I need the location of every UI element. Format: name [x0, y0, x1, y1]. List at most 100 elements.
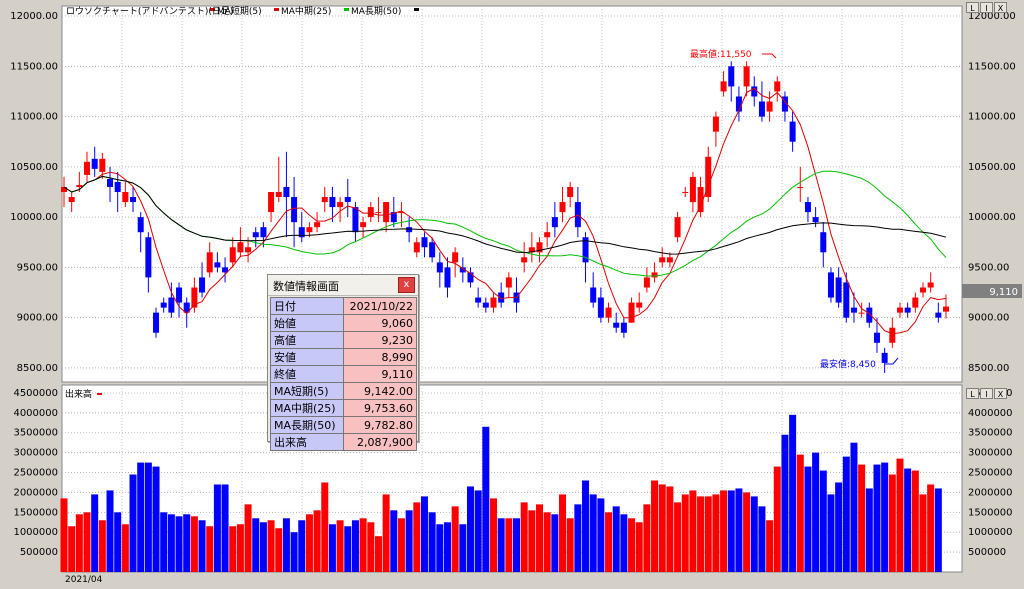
volume-window-button-l[interactable]: L	[966, 388, 979, 399]
candle-body	[490, 297, 497, 308]
volume-bar	[106, 490, 114, 572]
info-row-label: 出来高	[270, 433, 344, 451]
volume-bar	[681, 494, 689, 572]
volume-bar	[313, 510, 321, 572]
volume-bar	[574, 504, 582, 572]
candle-body	[896, 307, 903, 313]
volume-bar	[267, 520, 275, 572]
volume-bar	[796, 454, 804, 572]
volume-bar	[727, 490, 735, 572]
price-axis: 12000.00 12000.00 11500.00 11500.00 11000.00…	[10, 11, 1015, 374]
volume-bar	[60, 498, 68, 572]
candle-body	[114, 181, 121, 192]
candle-body	[107, 178, 114, 187]
info-panel-titlebar[interactable]: 数値情報画面 x	[268, 275, 418, 296]
volume-bar	[881, 462, 889, 572]
candle-body	[850, 307, 857, 313]
price-tick-left: 10000.00	[10, 212, 58, 223]
volume-bar	[559, 494, 567, 572]
low-arrow	[885, 357, 899, 365]
info-row: 出来高 2,087,900	[270, 433, 417, 451]
volume-bar	[68, 526, 76, 572]
volume-bar	[382, 494, 390, 572]
volume-bar	[827, 494, 835, 572]
high-annotation: 最高値:11,550	[690, 48, 752, 60]
candle-body	[812, 217, 819, 223]
info-row: 終値 9,110	[270, 365, 417, 383]
info-row-value: 9,230	[343, 331, 417, 349]
info-row: 始値 9,060	[270, 314, 417, 332]
window-button-l[interactable]: L	[966, 2, 979, 13]
volume-bar	[259, 522, 267, 572]
window-button-i[interactable]: I	[980, 2, 993, 13]
volume-bar	[842, 456, 850, 572]
candle-body	[720, 81, 727, 92]
volume-window-button-x[interactable]: X	[994, 388, 1007, 399]
volume-bar	[605, 512, 613, 572]
candle-body	[912, 297, 919, 308]
candle-body	[91, 158, 98, 169]
candle-body	[866, 307, 873, 323]
volume-bar	[551, 514, 559, 572]
candle-body	[820, 232, 827, 253]
volume-bar	[712, 494, 720, 572]
volume-window-button-i[interactable]: I	[980, 388, 993, 399]
candle-body	[383, 202, 390, 223]
volume-bar	[888, 474, 896, 572]
chart-title: ロウソクチャート(アドバンテスト)(日足)	[66, 6, 233, 17]
volume-bar	[183, 514, 191, 572]
volume-bar	[405, 510, 413, 572]
candle-body	[797, 186, 804, 188]
info-row-value: 9,753.60	[343, 399, 417, 417]
window-button-x[interactable]: X	[994, 2, 1007, 13]
candle-body	[222, 267, 229, 273]
volume-bar	[443, 522, 451, 572]
candle-body	[191, 287, 198, 308]
info-row-label: 終値	[270, 365, 344, 383]
price-tick-left: 12000.00	[10, 11, 58, 22]
price-tick-right: 8500.00	[968, 363, 1009, 374]
price-plot-area	[61, 5, 963, 383]
volume-bar	[658, 484, 666, 572]
price-tick-left: 9000.00	[17, 313, 58, 324]
candle-body	[367, 207, 374, 218]
info-row-label: 日付	[270, 297, 344, 315]
volume-bars	[60, 414, 942, 572]
candle-body	[873, 332, 880, 343]
volume-tick-right: 1000000	[968, 527, 1013, 538]
volume-bar	[436, 524, 444, 572]
volume-bar	[927, 484, 935, 572]
candle-body	[360, 222, 367, 228]
volume-bar	[612, 506, 620, 572]
candle-body	[544, 232, 551, 238]
volume-bar	[213, 484, 221, 572]
legend-label: MA長期(50)	[351, 6, 401, 17]
volume-tick-right: 500000	[968, 547, 1006, 558]
price-tick-right: 9000.00	[968, 313, 1009, 324]
volume-bar	[91, 494, 99, 572]
candle-body	[153, 312, 160, 333]
info-row: MA中期(25) 9,753.60	[270, 399, 417, 417]
candle-body	[76, 184, 83, 187]
candle-body	[421, 237, 428, 248]
volume-bar	[459, 524, 467, 572]
volume-bar	[781, 434, 789, 572]
volume-bar	[489, 498, 497, 572]
price-tick-right: 11000.00	[968, 112, 1016, 123]
volume-bar	[536, 504, 544, 572]
candle-body	[467, 272, 474, 283]
info-row-label: MA長期(50)	[270, 416, 344, 434]
volume-bar	[428, 512, 436, 572]
info-panel[interactable]: 数値情報画面 x 日付 2021/10/22 始値 9,060 高値 9,230 安値 8,9…	[267, 274, 419, 451]
volume-bar	[666, 486, 674, 572]
volume-bar	[674, 502, 682, 572]
info-row: MA長期(50) 9,782.80	[270, 416, 417, 434]
info-panel-table: 日付 2021/10/22 始値 9,060 高値 9,230 安値 8,990 終値 9,110…	[270, 297, 417, 451]
info-panel-close-button[interactable]: x	[398, 277, 415, 293]
volume-bar	[198, 520, 206, 572]
candle-body	[413, 242, 420, 253]
high-arrow	[762, 53, 777, 59]
candle-body	[429, 242, 436, 258]
volume-bar	[543, 512, 551, 572]
